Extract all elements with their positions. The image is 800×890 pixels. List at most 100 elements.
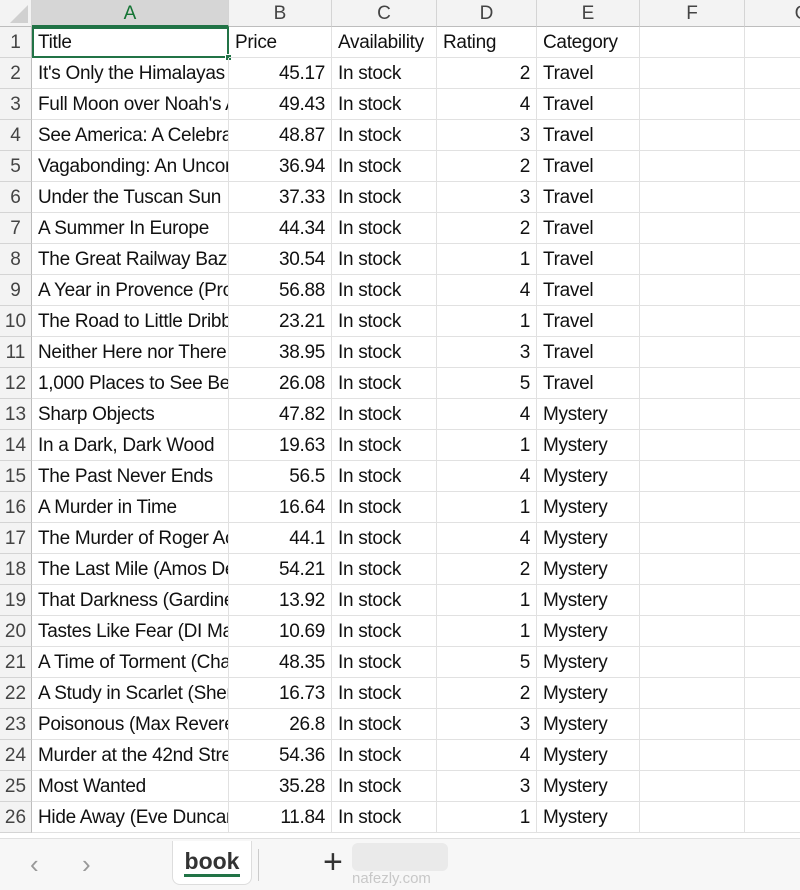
cell-empty[interactable]: [640, 647, 745, 678]
cell-empty[interactable]: [640, 306, 745, 337]
chevron-left-icon[interactable]: ‹: [30, 849, 39, 879]
cell-empty[interactable]: [640, 182, 745, 213]
cell-price[interactable]: 35.28: [229, 771, 332, 802]
cell-empty[interactable]: [640, 399, 745, 430]
cell-availability[interactable]: In stock: [332, 771, 437, 802]
cell-rating[interactable]: 1: [437, 585, 537, 616]
header-cell-rating[interactable]: Rating: [437, 27, 537, 58]
cell-price[interactable]: 26.8: [229, 709, 332, 740]
cell-price[interactable]: 48.35: [229, 647, 332, 678]
cell-empty[interactable]: [640, 58, 745, 89]
row-header[interactable]: 17: [0, 523, 32, 554]
cell-category[interactable]: Mystery: [537, 461, 640, 492]
cell-category[interactable]: Mystery: [537, 709, 640, 740]
cell-empty[interactable]: [745, 678, 800, 709]
cell-category[interactable]: Travel: [537, 120, 640, 151]
cell-empty[interactable]: [640, 275, 745, 306]
cell-empty[interactable]: [640, 151, 745, 182]
cell-rating[interactable]: 4: [437, 740, 537, 771]
chevron-right-icon[interactable]: ›: [82, 849, 91, 879]
cell-category[interactable]: Mystery: [537, 678, 640, 709]
cell-title[interactable]: A Year in Provence (Provence: [32, 275, 229, 306]
cell-price[interactable]: 44.1: [229, 523, 332, 554]
cell-empty[interactable]: [745, 368, 800, 399]
cell-price[interactable]: 49.43: [229, 89, 332, 120]
cell-empty[interactable]: [745, 244, 800, 275]
add-sheet-button[interactable]: +: [323, 843, 343, 881]
cell-category[interactable]: Travel: [537, 306, 640, 337]
cell-empty[interactable]: [745, 306, 800, 337]
header-cell-category[interactable]: Category: [537, 27, 640, 58]
cell-availability[interactable]: In stock: [332, 151, 437, 182]
cell-availability[interactable]: In stock: [332, 89, 437, 120]
row-header[interactable]: 23: [0, 709, 32, 740]
cell-price[interactable]: 56.5: [229, 461, 332, 492]
row-header[interactable]: 5: [0, 151, 32, 182]
cell-empty[interactable]: [745, 616, 800, 647]
cell-availability[interactable]: In stock: [332, 430, 437, 461]
cell-price[interactable]: 54.21: [229, 554, 332, 585]
cell-empty[interactable]: [640, 461, 745, 492]
cell-empty[interactable]: [745, 771, 800, 802]
cell-title[interactable]: A Summer In Europe: [32, 213, 229, 244]
header-cell-availability[interactable]: Availability: [332, 27, 437, 58]
cell-title[interactable]: A Time of Torment (Charlie: [32, 647, 229, 678]
cell-empty[interactable]: [640, 709, 745, 740]
row-header[interactable]: 24: [0, 740, 32, 771]
cell-title[interactable]: Under the Tuscan Sun: [32, 182, 229, 213]
cell-empty[interactable]: [640, 585, 745, 616]
cell-price[interactable]: 19.63: [229, 430, 332, 461]
cell-price[interactable]: 48.87: [229, 120, 332, 151]
cell-empty[interactable]: [640, 213, 745, 244]
cell-rating[interactable]: 4: [437, 523, 537, 554]
cell-empty[interactable]: [745, 275, 800, 306]
cell-empty[interactable]: [745, 337, 800, 368]
cell-availability[interactable]: In stock: [332, 275, 437, 306]
cell-category[interactable]: Travel: [537, 244, 640, 275]
cell-empty[interactable]: [745, 461, 800, 492]
cell-empty[interactable]: [745, 120, 800, 151]
cell-empty[interactable]: [640, 368, 745, 399]
cell-availability[interactable]: In stock: [332, 306, 437, 337]
cell-empty[interactable]: [640, 120, 745, 151]
cell-title[interactable]: A Murder in Time: [32, 492, 229, 523]
header-cell-title[interactable]: Title: [32, 27, 232, 61]
cell-title[interactable]: Sharp Objects: [32, 399, 229, 430]
cell-rating[interactable]: 2: [437, 213, 537, 244]
cell-price[interactable]: 30.54: [229, 244, 332, 275]
cell-rating[interactable]: 2: [437, 58, 537, 89]
select-all-button[interactable]: [0, 0, 32, 27]
cell-category[interactable]: Mystery: [537, 740, 640, 771]
cell-availability[interactable]: In stock: [332, 337, 437, 368]
cell-availability[interactable]: In stock: [332, 399, 437, 430]
cell-rating[interactable]: 3: [437, 709, 537, 740]
cell-title[interactable]: Full Moon over Noah's Ark: [32, 89, 229, 120]
row-header[interactable]: 16: [0, 492, 32, 523]
cell-availability[interactable]: In stock: [332, 585, 437, 616]
cell-category[interactable]: Travel: [537, 182, 640, 213]
cell-title[interactable]: 1,000 Places to See Before: [32, 368, 229, 399]
cell-empty[interactable]: [745, 585, 800, 616]
cell-category[interactable]: Mystery: [537, 430, 640, 461]
cell-empty[interactable]: [640, 523, 745, 554]
cell-availability[interactable]: In stock: [332, 616, 437, 647]
cell-price[interactable]: 23.21: [229, 306, 332, 337]
cell-empty[interactable]: [745, 213, 800, 244]
cell-rating[interactable]: 2: [437, 678, 537, 709]
cell-category[interactable]: Travel: [537, 368, 640, 399]
cell-empty[interactable]: [640, 492, 745, 523]
cell-empty[interactable]: [640, 740, 745, 771]
row-header[interactable]: 21: [0, 647, 32, 678]
cell-empty[interactable]: [745, 182, 800, 213]
cell-rating[interactable]: 3: [437, 182, 537, 213]
cell-category[interactable]: Mystery: [537, 616, 640, 647]
cell-empty[interactable]: [745, 523, 800, 554]
cell-price[interactable]: 44.34: [229, 213, 332, 244]
cell-availability[interactable]: In stock: [332, 647, 437, 678]
cell-empty[interactable]: [640, 430, 745, 461]
cell-empty[interactable]: [640, 244, 745, 275]
cell-title[interactable]: The Murder of Roger Ackroyd: [32, 523, 229, 554]
cell-empty[interactable]: [640, 616, 745, 647]
cell-rating[interactable]: 2: [437, 554, 537, 585]
cell-category[interactable]: Mystery: [537, 523, 640, 554]
